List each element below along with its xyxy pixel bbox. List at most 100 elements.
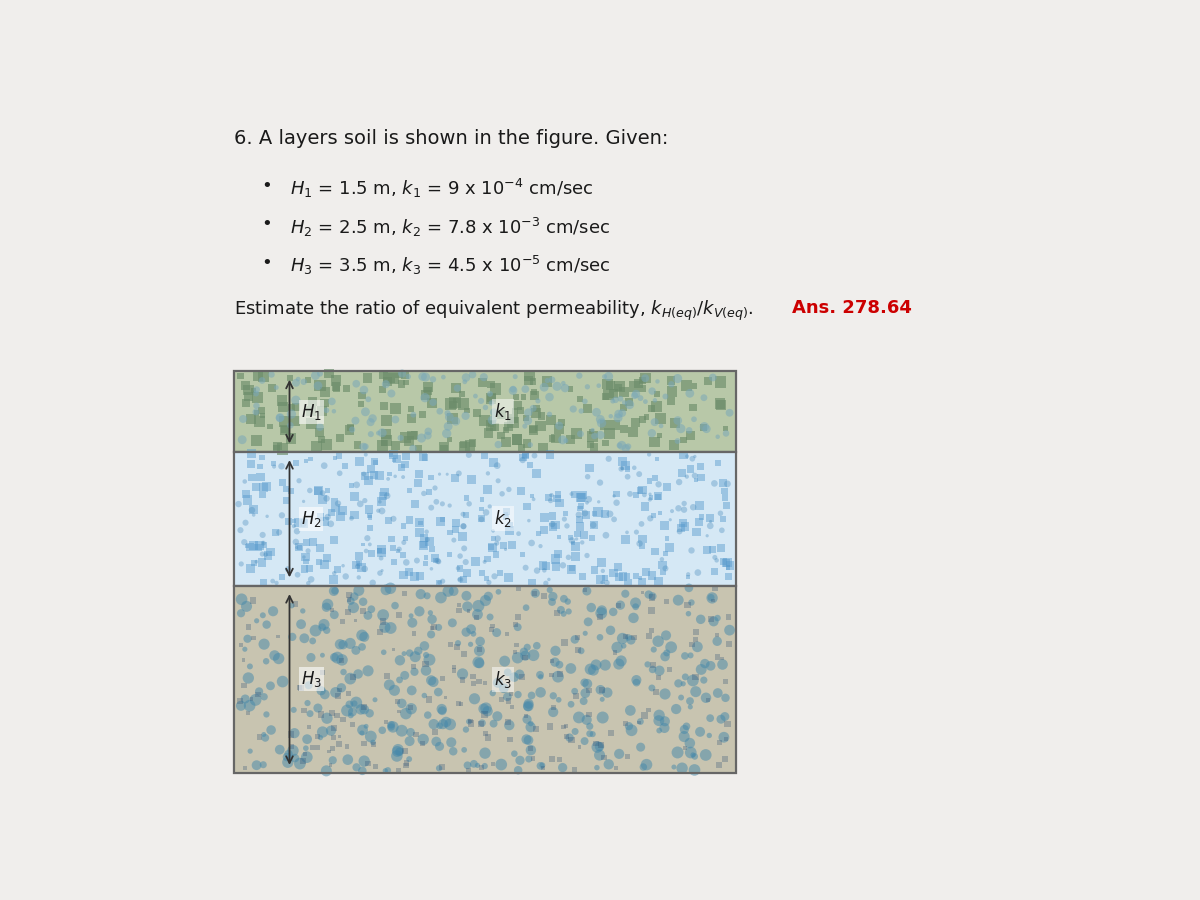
Point [703,593,722,608]
Point [608,560,628,574]
Point [337,703,356,717]
Point [424,395,443,410]
Point [370,544,389,558]
Point [388,452,407,466]
Point [392,366,412,381]
Point [504,415,523,429]
Point [352,560,371,574]
Point [629,716,648,730]
Point [451,697,470,711]
Point [295,514,314,528]
Point [295,562,314,576]
Point [444,660,463,674]
Point [593,603,612,617]
Point [287,524,306,538]
Point [672,690,691,705]
Point [577,584,596,598]
Point [510,753,529,768]
Point [440,499,460,513]
Point [522,688,541,703]
Point [569,710,588,724]
Point [521,742,540,757]
Point [421,500,440,515]
Point [478,704,497,718]
Point [540,582,559,597]
Point [583,429,602,444]
Point [272,570,292,584]
Point [517,712,536,726]
Point [404,570,424,584]
Point [584,518,604,532]
Point [364,737,383,751]
Point [494,681,514,696]
Point [679,580,698,595]
Point [520,697,539,711]
Point [463,436,482,450]
Point [270,742,289,757]
Point [230,694,250,708]
Point [646,393,665,408]
Point [668,372,688,386]
Bar [234,372,736,452]
Point [692,509,712,524]
Point [440,526,460,540]
Point [488,473,508,488]
Point [697,422,716,436]
Point [287,393,306,408]
Point [714,512,733,526]
Point [430,467,449,482]
Point [632,374,652,388]
Point [589,379,608,393]
Point [562,433,581,447]
Point [472,502,491,517]
Point [619,395,638,410]
Point [542,517,562,531]
Point [704,614,724,628]
Point [641,487,660,501]
Point [514,453,533,467]
Point [582,600,601,615]
Point [253,527,272,542]
Point [481,418,500,433]
Point [282,407,301,421]
Point [605,645,624,660]
Point [510,667,529,681]
Point [581,662,600,677]
Point [662,384,682,399]
Point [355,630,374,644]
Point [572,536,592,550]
Point [541,493,560,508]
Point [544,508,563,523]
Point [431,515,450,529]
Point [247,382,266,397]
Point [665,438,684,453]
Point [496,510,515,525]
Point [320,758,340,772]
Point [618,569,637,583]
Point [341,420,360,435]
Point [618,576,637,590]
Point [674,502,694,517]
Point [474,413,493,428]
Point [562,487,581,501]
Point [653,552,672,566]
Point [605,418,624,432]
Point [509,582,528,597]
Point [508,651,527,665]
Point [642,426,661,440]
Point [587,760,606,775]
Point [292,681,311,696]
Point [488,585,508,599]
Bar [234,586,736,773]
Point [392,724,412,738]
Point [542,668,562,682]
Point [660,541,679,555]
Point [577,548,596,562]
Point [434,442,454,456]
Point [642,603,661,617]
Point [340,423,359,437]
Point [550,752,569,767]
Point [312,404,331,419]
Point [614,384,634,399]
Point [313,648,332,662]
